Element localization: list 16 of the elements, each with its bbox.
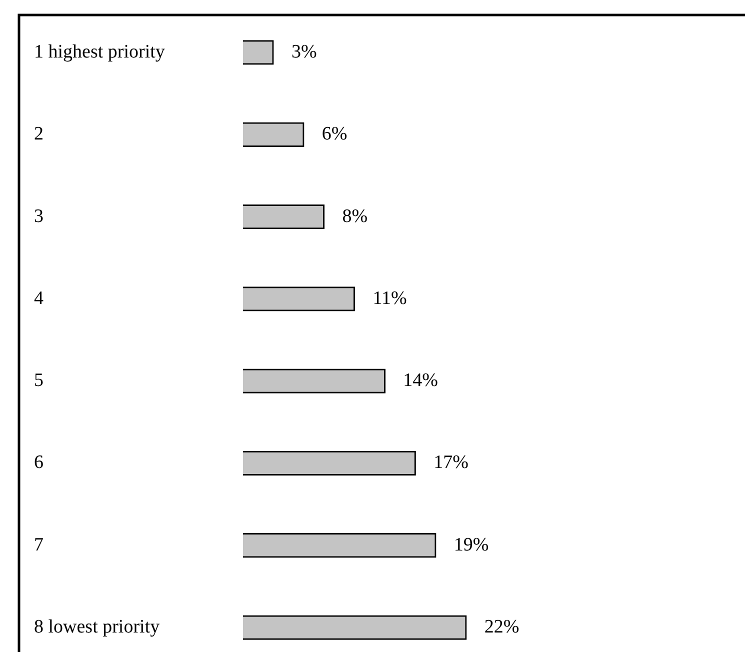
y-tick-label: 7: [34, 534, 44, 556]
y-tick-label: 3: [34, 206, 44, 227]
y-tick-label: 4: [34, 288, 44, 309]
y-tick-label: 5: [34, 370, 44, 392]
data-label: 3%: [291, 41, 317, 62]
data-label: 19%: [454, 534, 489, 556]
y-tick-label: 2: [34, 124, 44, 145]
data-label: 17%: [434, 452, 469, 474]
data-label: 22%: [484, 616, 520, 638]
y-tick-label: 8 lowest priority: [34, 616, 160, 638]
y-tick-label: 1 highest priority: [34, 41, 166, 62]
data-label: 8%: [342, 206, 368, 227]
data-label: 6%: [322, 124, 348, 145]
data-label: 11%: [372, 288, 407, 309]
data-label: 14%: [403, 370, 438, 392]
y-tick-label: 6: [34, 452, 44, 474]
